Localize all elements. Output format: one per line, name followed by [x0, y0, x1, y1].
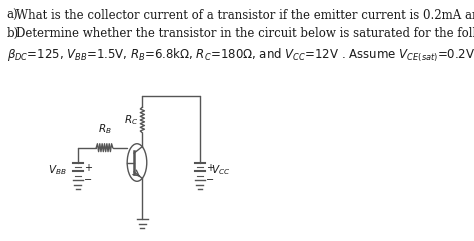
Text: $V_{BB}$: $V_{BB}$ [48, 163, 66, 177]
Text: $V_{CC}$: $V_{CC}$ [211, 163, 230, 177]
Text: a): a) [7, 9, 18, 22]
Text: +: + [84, 163, 92, 174]
Text: b): b) [7, 27, 19, 40]
Text: $R_B$: $R_B$ [98, 122, 111, 136]
Text: −: − [206, 175, 214, 185]
Text: What is the collector current of a transistor if the emitter current is 0.2mA an: What is the collector current of a trans… [16, 9, 474, 22]
Text: +: + [206, 163, 214, 174]
Text: $\beta_{DC}$=125, $V_{BB}$=1.5V, $R_B$=6.8k$\Omega$, $R_C$=180$\Omega$, and $V_{: $\beta_{DC}$=125, $V_{BB}$=1.5V, $R_B$=6… [7, 47, 474, 64]
Text: $R_C$: $R_C$ [124, 113, 138, 127]
Text: Determine whether the transistor in the circuit below is saturated for the follo: Determine whether the transistor in the … [16, 27, 474, 40]
Text: −: − [84, 175, 92, 185]
